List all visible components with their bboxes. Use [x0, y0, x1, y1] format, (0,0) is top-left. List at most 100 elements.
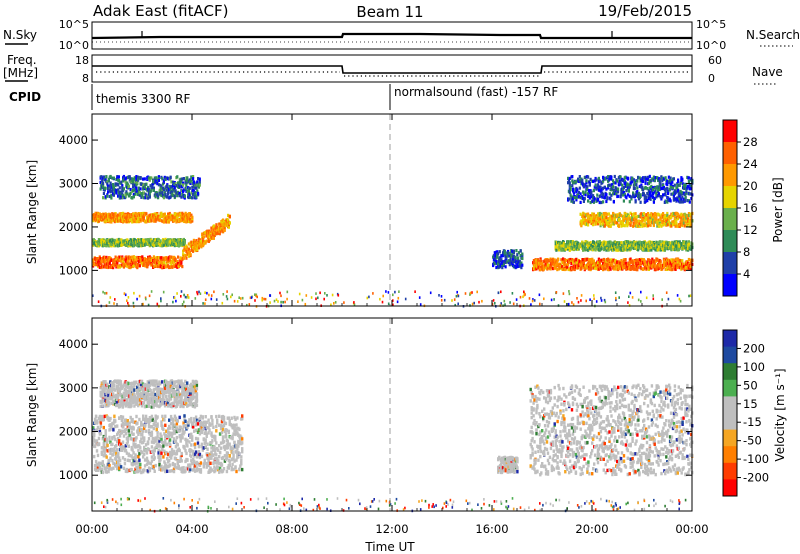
power-cell	[553, 258, 556, 262]
power-cell	[154, 194, 157, 198]
power-cell	[561, 265, 564, 269]
power-cell	[631, 177, 634, 181]
power-cell	[183, 219, 186, 224]
power-cell	[179, 185, 182, 189]
power-cell	[635, 261, 638, 265]
power-cell	[518, 259, 521, 263]
power-cell	[607, 224, 610, 228]
power-cell	[330, 303, 332, 307]
power-cell	[481, 299, 483, 303]
power-cell	[667, 220, 670, 224]
power-cell	[387, 302, 390, 306]
power-cell	[103, 255, 106, 260]
power-cell	[662, 186, 665, 190]
power-cell	[503, 299, 506, 303]
power-cell	[141, 182, 144, 186]
power-cell	[202, 302, 204, 305]
power-cell	[164, 237, 167, 241]
power-cell	[622, 193, 625, 197]
power-cell	[573, 267, 576, 272]
power-cell	[587, 175, 590, 179]
power-cell	[440, 295, 443, 298]
power-cell	[185, 183, 188, 187]
power-cell	[124, 180, 127, 184]
power-cell	[602, 220, 605, 224]
power-cell	[644, 217, 647, 221]
power-cell	[532, 259, 535, 263]
power-cell	[626, 224, 629, 228]
power-cell	[595, 300, 598, 303]
power-cell	[655, 191, 658, 195]
power-cell	[175, 299, 177, 303]
power-cell	[134, 261, 137, 265]
power-cell	[114, 255, 117, 259]
power-cell	[616, 221, 619, 225]
power-cell	[585, 179, 588, 183]
power-cell	[196, 290, 198, 294]
power-cell	[664, 176, 667, 180]
power-cell	[162, 196, 165, 200]
power-cell	[167, 192, 170, 196]
power-cell	[331, 293, 334, 297]
power-cell	[578, 175, 581, 179]
power-cell	[674, 262, 677, 266]
power-cell	[584, 218, 587, 222]
power-cell	[622, 217, 625, 221]
power-cell	[192, 182, 195, 186]
power-cell	[142, 187, 145, 191]
power-cell	[647, 221, 650, 225]
power-cell	[498, 256, 501, 260]
power-cell	[121, 192, 124, 196]
power-cell	[124, 293, 127, 297]
power-cell	[132, 301, 135, 305]
power-cell	[688, 262, 691, 266]
power-cell	[187, 219, 190, 224]
power-cell	[109, 215, 112, 220]
power-cell	[609, 197, 612, 201]
power-cell	[653, 196, 656, 201]
power-cell	[579, 179, 582, 184]
power-cell	[661, 179, 664, 183]
power-cell	[512, 251, 515, 255]
power-cell	[180, 261, 183, 265]
power-cell	[161, 244, 164, 248]
power-cell	[652, 216, 655, 220]
power-cell	[622, 221, 625, 225]
power-cell	[275, 298, 278, 301]
power-cell	[617, 248, 620, 252]
power-cell	[633, 217, 636, 221]
power-cell	[652, 195, 655, 199]
power-cell	[568, 246, 571, 250]
power-cell	[628, 200, 631, 204]
power-cell	[152, 255, 155, 259]
power-cell	[604, 177, 607, 181]
power-cell	[679, 299, 682, 303]
power-cell	[689, 265, 692, 269]
power-cell	[117, 258, 120, 263]
power-cell	[207, 229, 210, 233]
power-cell	[689, 212, 692, 216]
power-cell	[652, 192, 655, 196]
power-cell	[662, 212, 665, 216]
power-cell	[590, 195, 593, 199]
date-label: 19/Feb/2015	[598, 2, 692, 20]
power-cell	[173, 296, 176, 300]
power-cell	[603, 224, 606, 228]
power-cell	[653, 190, 656, 194]
power-cell	[132, 192, 135, 197]
power-cell	[128, 218, 131, 222]
power-cell	[186, 294, 189, 297]
power-cell	[108, 194, 111, 199]
power-cell	[629, 247, 632, 251]
power-cell	[134, 190, 137, 194]
power-cell	[597, 183, 600, 187]
power-cell	[628, 221, 631, 226]
power-cell	[611, 222, 614, 226]
power-cell	[136, 220, 139, 224]
power-cell	[608, 261, 611, 265]
nsky-label: N.Sky	[3, 28, 37, 42]
power-cell	[102, 185, 105, 189]
power-cell	[570, 261, 573, 265]
power-cell	[577, 193, 580, 197]
